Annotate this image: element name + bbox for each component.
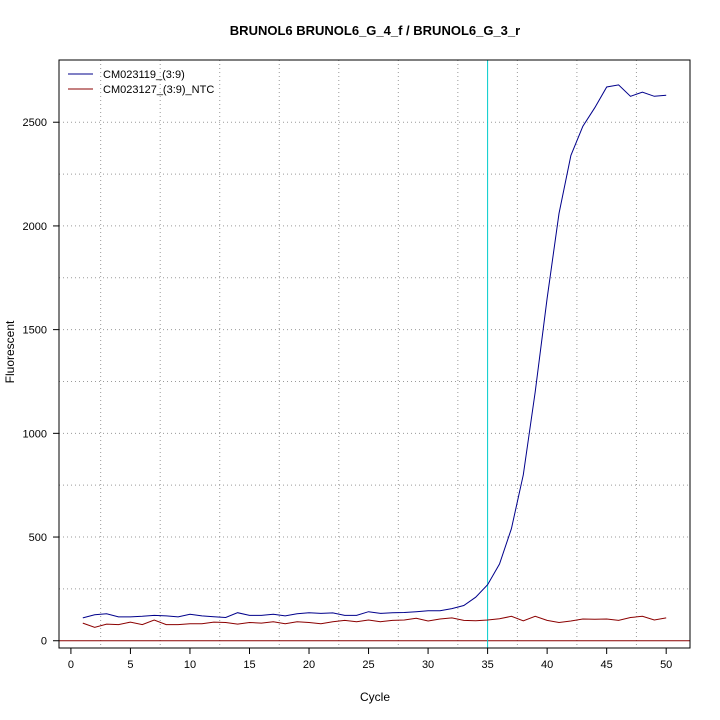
x-tick-label: 20 bbox=[303, 659, 315, 671]
grid-lines bbox=[59, 60, 690, 648]
x-tick-label: 15 bbox=[243, 659, 255, 671]
plot-frame bbox=[58, 59, 691, 649]
y-tick-label: 500 bbox=[29, 532, 47, 544]
x-tick-label: 45 bbox=[601, 659, 613, 671]
x-tick-label: 40 bbox=[541, 659, 553, 671]
series-line-2 bbox=[82, 615, 667, 628]
x-tick-label: 50 bbox=[660, 659, 672, 671]
y-axis-label: Fluorescent bbox=[3, 320, 17, 383]
x-axis: 0 5 10 15 20 25 30 35 40 45 50 bbox=[68, 648, 672, 671]
legend-label-1: CM023119_(3:9) bbox=[103, 69, 185, 81]
y-tick-label: 0 bbox=[41, 636, 47, 648]
series-lines bbox=[82, 84, 667, 628]
x-tick-label: 0 bbox=[68, 659, 74, 671]
y-tick-label: 2000 bbox=[23, 221, 47, 233]
x-tick-label: 25 bbox=[362, 659, 374, 671]
x-axis-label: Cycle bbox=[360, 690, 390, 704]
legend-label-2: CM023127_(3:9)_NTC bbox=[103, 84, 214, 96]
y-tick-label: 1000 bbox=[23, 428, 47, 440]
series-line-1 bbox=[82, 84, 667, 619]
reference-lines bbox=[59, 60, 690, 648]
y-axis: 0 500 1000 1500 2000 2500 bbox=[23, 117, 59, 648]
x-tick-label: 30 bbox=[422, 659, 434, 671]
y-tick-label: 1500 bbox=[23, 325, 47, 337]
chart-title: BRUNOL6 BRUNOL6_G_4_f / BRUNOL6_G_3_r bbox=[230, 23, 520, 38]
x-tick-label: 10 bbox=[184, 659, 196, 671]
x-tick-label: 35 bbox=[481, 659, 493, 671]
x-tick-label: 5 bbox=[127, 659, 133, 671]
y-tick-label: 2500 bbox=[23, 117, 47, 129]
legend: CM023119_(3:9) CM023127_(3:9)_NTC bbox=[68, 69, 214, 96]
